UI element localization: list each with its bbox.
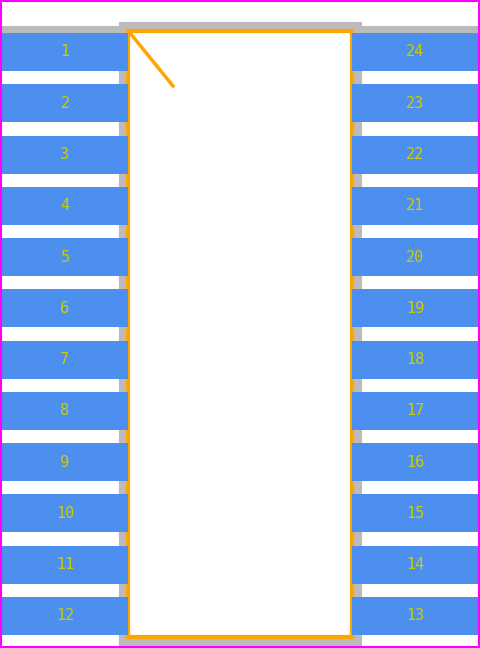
Bar [2, 33, 128, 71]
Bar [2, 187, 128, 225]
Text: 2: 2 [60, 96, 70, 111]
Text: 11: 11 [56, 557, 74, 572]
Text: 6: 6 [60, 301, 70, 316]
Text: 10: 10 [56, 506, 74, 521]
Bar [2, 135, 128, 174]
Bar [352, 238, 478, 276]
Text: 3: 3 [60, 147, 70, 162]
Bar [128, 31, 352, 637]
Text: 4: 4 [60, 198, 70, 213]
Bar [352, 392, 478, 430]
Text: 24: 24 [406, 45, 424, 60]
Bar [2, 392, 128, 430]
Bar [352, 84, 478, 122]
Bar [352, 443, 478, 481]
Bar [2, 84, 128, 122]
Bar [352, 290, 478, 327]
Text: 18: 18 [406, 352, 424, 367]
Text: 5: 5 [60, 249, 70, 264]
Bar [352, 597, 478, 635]
Bar [2, 290, 128, 327]
Bar [2, 341, 128, 378]
Text: 7: 7 [60, 352, 70, 367]
Bar [2, 597, 128, 635]
Bar [2, 546, 128, 584]
Bar [352, 494, 478, 533]
Bar [2, 494, 128, 533]
Text: 12: 12 [56, 608, 74, 623]
Text: 19: 19 [406, 301, 424, 316]
Text: 22: 22 [406, 147, 424, 162]
Bar [352, 341, 478, 378]
Text: 16: 16 [406, 455, 424, 470]
Bar [352, 546, 478, 584]
Bar [352, 135, 478, 174]
Text: 15: 15 [406, 506, 424, 521]
Text: 17: 17 [406, 404, 424, 419]
Bar [2, 443, 128, 481]
Text: 1: 1 [60, 45, 70, 60]
Text: 13: 13 [406, 608, 424, 623]
Text: 21: 21 [406, 198, 424, 213]
Bar [2, 238, 128, 276]
Text: 23: 23 [406, 96, 424, 111]
Text: 9: 9 [60, 455, 70, 470]
Bar [352, 187, 478, 225]
Text: 20: 20 [406, 249, 424, 264]
Text: 8: 8 [60, 404, 70, 419]
Bar [124, 27, 356, 641]
Text: 14: 14 [406, 557, 424, 572]
Bar [352, 33, 478, 71]
